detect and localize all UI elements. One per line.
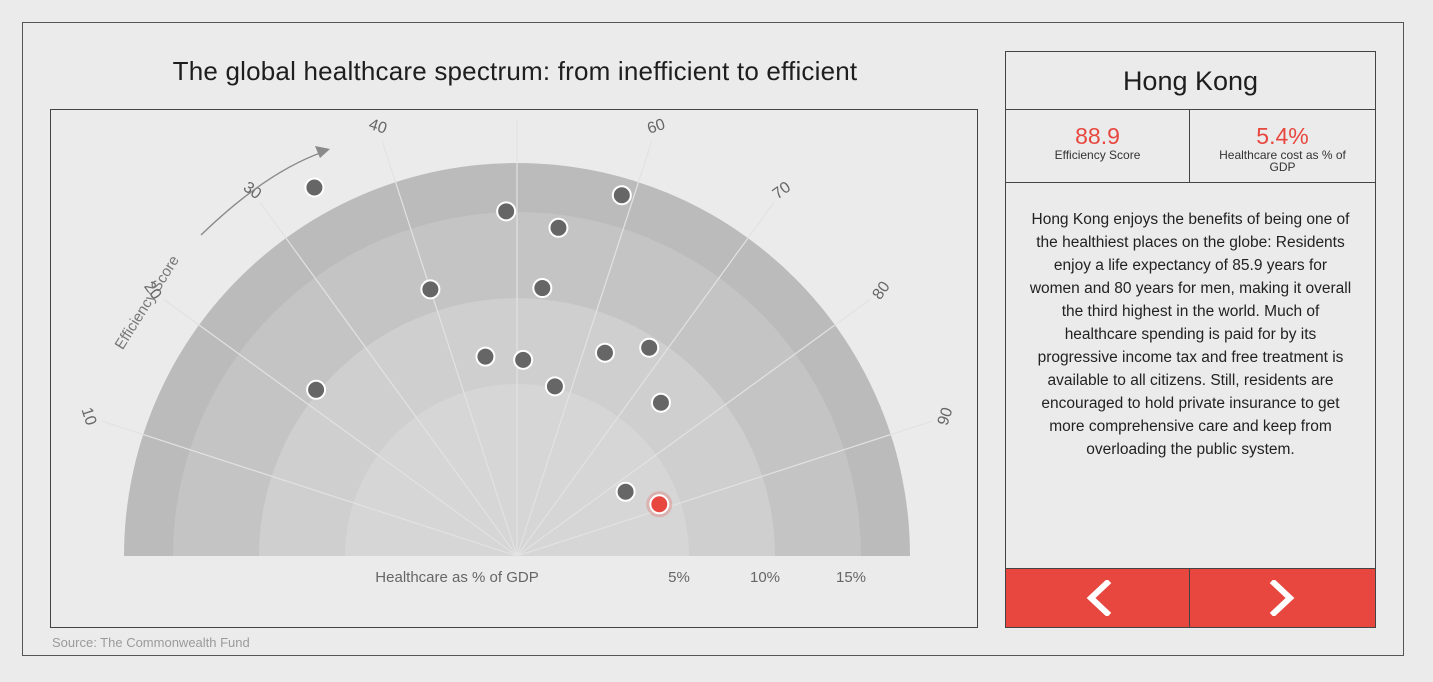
- radial-tick-label: 5%: [668, 569, 690, 586]
- angular-gridlines: [101, 119, 933, 557]
- divider: [1006, 568, 1375, 569]
- data-point[interactable]: [532, 278, 553, 299]
- data-point[interactable]: [611, 185, 632, 206]
- data-point[interactable]: [475, 346, 496, 367]
- angular-gridline: [516, 298, 871, 557]
- angular-gridline: [516, 140, 653, 557]
- arrow-head-icon: [315, 146, 330, 158]
- angular-gridline: [259, 202, 518, 557]
- angular-gridline: [516, 420, 933, 557]
- country-description: Hong Kong enjoys the benefits of being o…: [1029, 211, 1352, 458]
- healthcare-cost-label: Healthcare cost as % of GDP: [1219, 148, 1346, 174]
- chevron-right-icon: [1269, 580, 1294, 616]
- data-point[interactable]: [548, 217, 569, 238]
- angular-tick-label: 40: [367, 116, 389, 138]
- efficiency-score-value: 88.9: [1075, 123, 1120, 149]
- radial-tick-label: 10%: [750, 569, 780, 586]
- radial-tick-labels: 5% 10% 15%: [668, 569, 866, 586]
- data-point[interactable]: [594, 342, 615, 363]
- source-note: Source: The Commonwealth Fund: [52, 635, 250, 650]
- data-point-selected[interactable]: [649, 494, 670, 515]
- data-point[interactable]: [420, 279, 441, 300]
- angular-axis-label: Efficiency Score: [112, 253, 183, 353]
- angular-gridline: [516, 202, 775, 557]
- radial-tick-label: 15%: [836, 569, 866, 586]
- radial-axis-label: Healthcare as % of GDP: [375, 569, 538, 586]
- previous-country-button[interactable]: [1006, 569, 1190, 627]
- direction-arrow: [200, 151, 324, 236]
- angular-tick-label: 10: [77, 405, 99, 427]
- angular-gridline: [381, 140, 518, 557]
- polar-scatter-chart: 102030405060708090 5%10%15% Healthcare a…: [77, 110, 957, 586]
- data-point[interactable]: [639, 337, 660, 358]
- angular-tick-label: 70: [770, 179, 794, 203]
- chart-title: The global healthcare spectrum: from ine…: [172, 56, 858, 86]
- data-point[interactable]: [306, 379, 327, 400]
- data-point[interactable]: [304, 177, 325, 198]
- data-point[interactable]: [513, 349, 534, 370]
- data-point[interactable]: [544, 376, 565, 397]
- chart-area: 102030405060708090 5%10%15% Healthcare a…: [50, 109, 978, 628]
- data-point[interactable]: [496, 201, 517, 222]
- angular-gridline: [163, 298, 518, 557]
- country-detail-panel: Hong Kong 88.9 Efficiency Score 5.4% Hea…: [1005, 51, 1376, 628]
- angular-tick-label: 50: [508, 110, 526, 113]
- efficiency-score-stat: 88.9 Efficiency Score: [1006, 110, 1190, 183]
- healthcare-cost-value: 5.4%: [1256, 123, 1309, 149]
- country-name: Hong Kong: [1006, 52, 1375, 110]
- healthcare-cost-stat: 5.4% Healthcare cost as % of GDP: [1190, 110, 1375, 183]
- next-country-button[interactable]: [1190, 569, 1375, 627]
- data-point[interactable]: [650, 392, 671, 413]
- angular-tick-label: 90: [935, 405, 957, 427]
- angular-tick-label: 60: [645, 116, 667, 138]
- angular-tick-label: 80: [870, 278, 894, 302]
- angular-gridline: [101, 420, 518, 557]
- efficiency-score-label: Efficiency Score: [1054, 148, 1141, 162]
- data-point[interactable]: [615, 481, 636, 502]
- data-points: [304, 177, 673, 518]
- chevron-left-icon: [1086, 580, 1111, 616]
